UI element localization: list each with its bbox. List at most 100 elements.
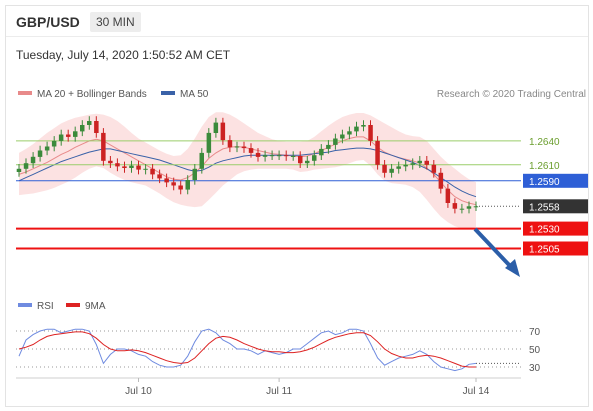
candle-body <box>16 168 22 172</box>
candle-body <box>171 182 176 186</box>
bollinger-band <box>19 112 476 229</box>
candle-body <box>368 125 373 141</box>
ma-bb-legend-label: MA 20 + Bollinger Bands <box>37 89 147 100</box>
candle-body <box>283 155 289 157</box>
timestamp: Tuesday, July 14, 2020 1:50:52 AM CET <box>16 48 231 62</box>
candle-body <box>44 146 50 151</box>
candle-body <box>150 168 155 175</box>
pivot-level-label: 1.2590 <box>529 177 560 188</box>
candle-body <box>164 178 169 183</box>
candle-body <box>473 206 479 208</box>
candle-body <box>319 148 324 156</box>
candle-body <box>115 163 120 167</box>
x-axis-label: Jul 14 <box>463 386 490 397</box>
candle-body <box>459 208 465 210</box>
x-axis-label: Jul 11 <box>266 386 292 397</box>
candle-body <box>136 165 141 170</box>
candle-body <box>234 146 240 148</box>
candle-body <box>108 160 113 164</box>
candle-body <box>333 138 338 145</box>
timeframe-badge[interactable]: 30 MIN <box>90 12 141 32</box>
rsi-ma-line <box>18 331 476 368</box>
forecast-arrow-head <box>505 259 520 277</box>
candle-body <box>438 172 444 189</box>
rsi-tick-label: 70 <box>529 327 541 338</box>
candle-body <box>347 131 352 135</box>
candle-body <box>80 125 85 132</box>
candle-body <box>30 156 36 164</box>
candle-body <box>305 160 310 164</box>
resistance-level-label: 1.2610 <box>529 161 560 172</box>
candle-body <box>396 166 401 169</box>
candle-body <box>94 121 99 133</box>
candle-body <box>340 134 345 139</box>
candle-body <box>410 163 415 165</box>
rsi-line <box>18 328 477 372</box>
candle-body <box>66 134 71 137</box>
candle-body <box>424 160 429 165</box>
rsi-tick-label: 50 <box>529 345 541 356</box>
rsi-ma-legend-swatch <box>66 303 80 307</box>
candle-body <box>220 122 226 141</box>
candle-body <box>326 144 331 149</box>
rsi-tick-label: 30 <box>529 363 541 374</box>
candle-body <box>87 121 92 125</box>
rsi-legend-swatch <box>18 303 32 307</box>
current-level-tag <box>523 199 588 214</box>
candle-body <box>192 168 197 180</box>
candle-body <box>51 140 57 147</box>
candle-body <box>312 155 317 161</box>
instrument-pair: GBP/USD <box>16 14 80 30</box>
candle-body <box>262 155 268 157</box>
candle-body <box>129 165 134 168</box>
support-level-tag <box>523 221 588 236</box>
rsi-legend-label: RSI <box>37 301 54 312</box>
candle-body <box>199 152 204 169</box>
candle-body <box>431 164 437 173</box>
candle-body <box>73 131 78 137</box>
candle-body <box>157 174 162 179</box>
candle-body <box>445 188 451 203</box>
x-axis-label: Jul 10 <box>125 386 152 397</box>
candle-body <box>389 168 394 173</box>
resistance-level-label: 1.2640 <box>529 137 560 148</box>
candle-body <box>37 150 43 157</box>
candle-body <box>241 146 247 149</box>
ma-bb-legend-swatch <box>18 91 32 95</box>
candle-body <box>269 155 275 157</box>
candle-body <box>276 155 282 157</box>
candle-body <box>466 206 472 209</box>
support-level-tag <box>523 241 588 256</box>
candle-body <box>375 140 380 165</box>
candle-body <box>143 168 148 170</box>
candle-body <box>354 126 359 132</box>
candle-body <box>185 180 190 190</box>
ma50-legend-label: MA 50 <box>180 89 209 100</box>
candle-body <box>23 163 29 169</box>
candle-body <box>101 132 106 161</box>
candle-body <box>290 156 296 157</box>
candle-body <box>298 156 303 164</box>
candle-body <box>206 132 212 153</box>
chart-header: GBP/USD 30 MIN <box>6 6 588 37</box>
candle-body <box>58 134 64 141</box>
forecast-arrow-shaft <box>473 227 513 269</box>
chart-canvas: MA 20 + Bollinger Bands MA 50 Research ©… <box>16 89 588 397</box>
candle-body <box>213 122 219 133</box>
candle-body <box>178 185 183 190</box>
candle-body <box>382 164 387 173</box>
ma50-legend-swatch <box>161 91 175 95</box>
credit-label: Research © 2020 Trading Central <box>437 89 586 100</box>
rsi-ma-legend-label: 9MA <box>85 301 106 312</box>
candle-body <box>248 148 254 153</box>
support-level-label: 1.2505 <box>529 245 560 256</box>
candle-body <box>403 164 408 167</box>
candle-body <box>417 160 422 164</box>
pivot-level-tag <box>523 173 588 188</box>
candle-body <box>227 140 233 148</box>
current-level-label: 1.2558 <box>529 202 560 213</box>
support-level-label: 1.2530 <box>529 225 560 236</box>
candle-body <box>122 166 127 168</box>
ma50-line <box>18 147 477 198</box>
chart-widget: GBP/USD 30 MIN Tuesday, July 14, 2020 1:… <box>5 5 589 407</box>
